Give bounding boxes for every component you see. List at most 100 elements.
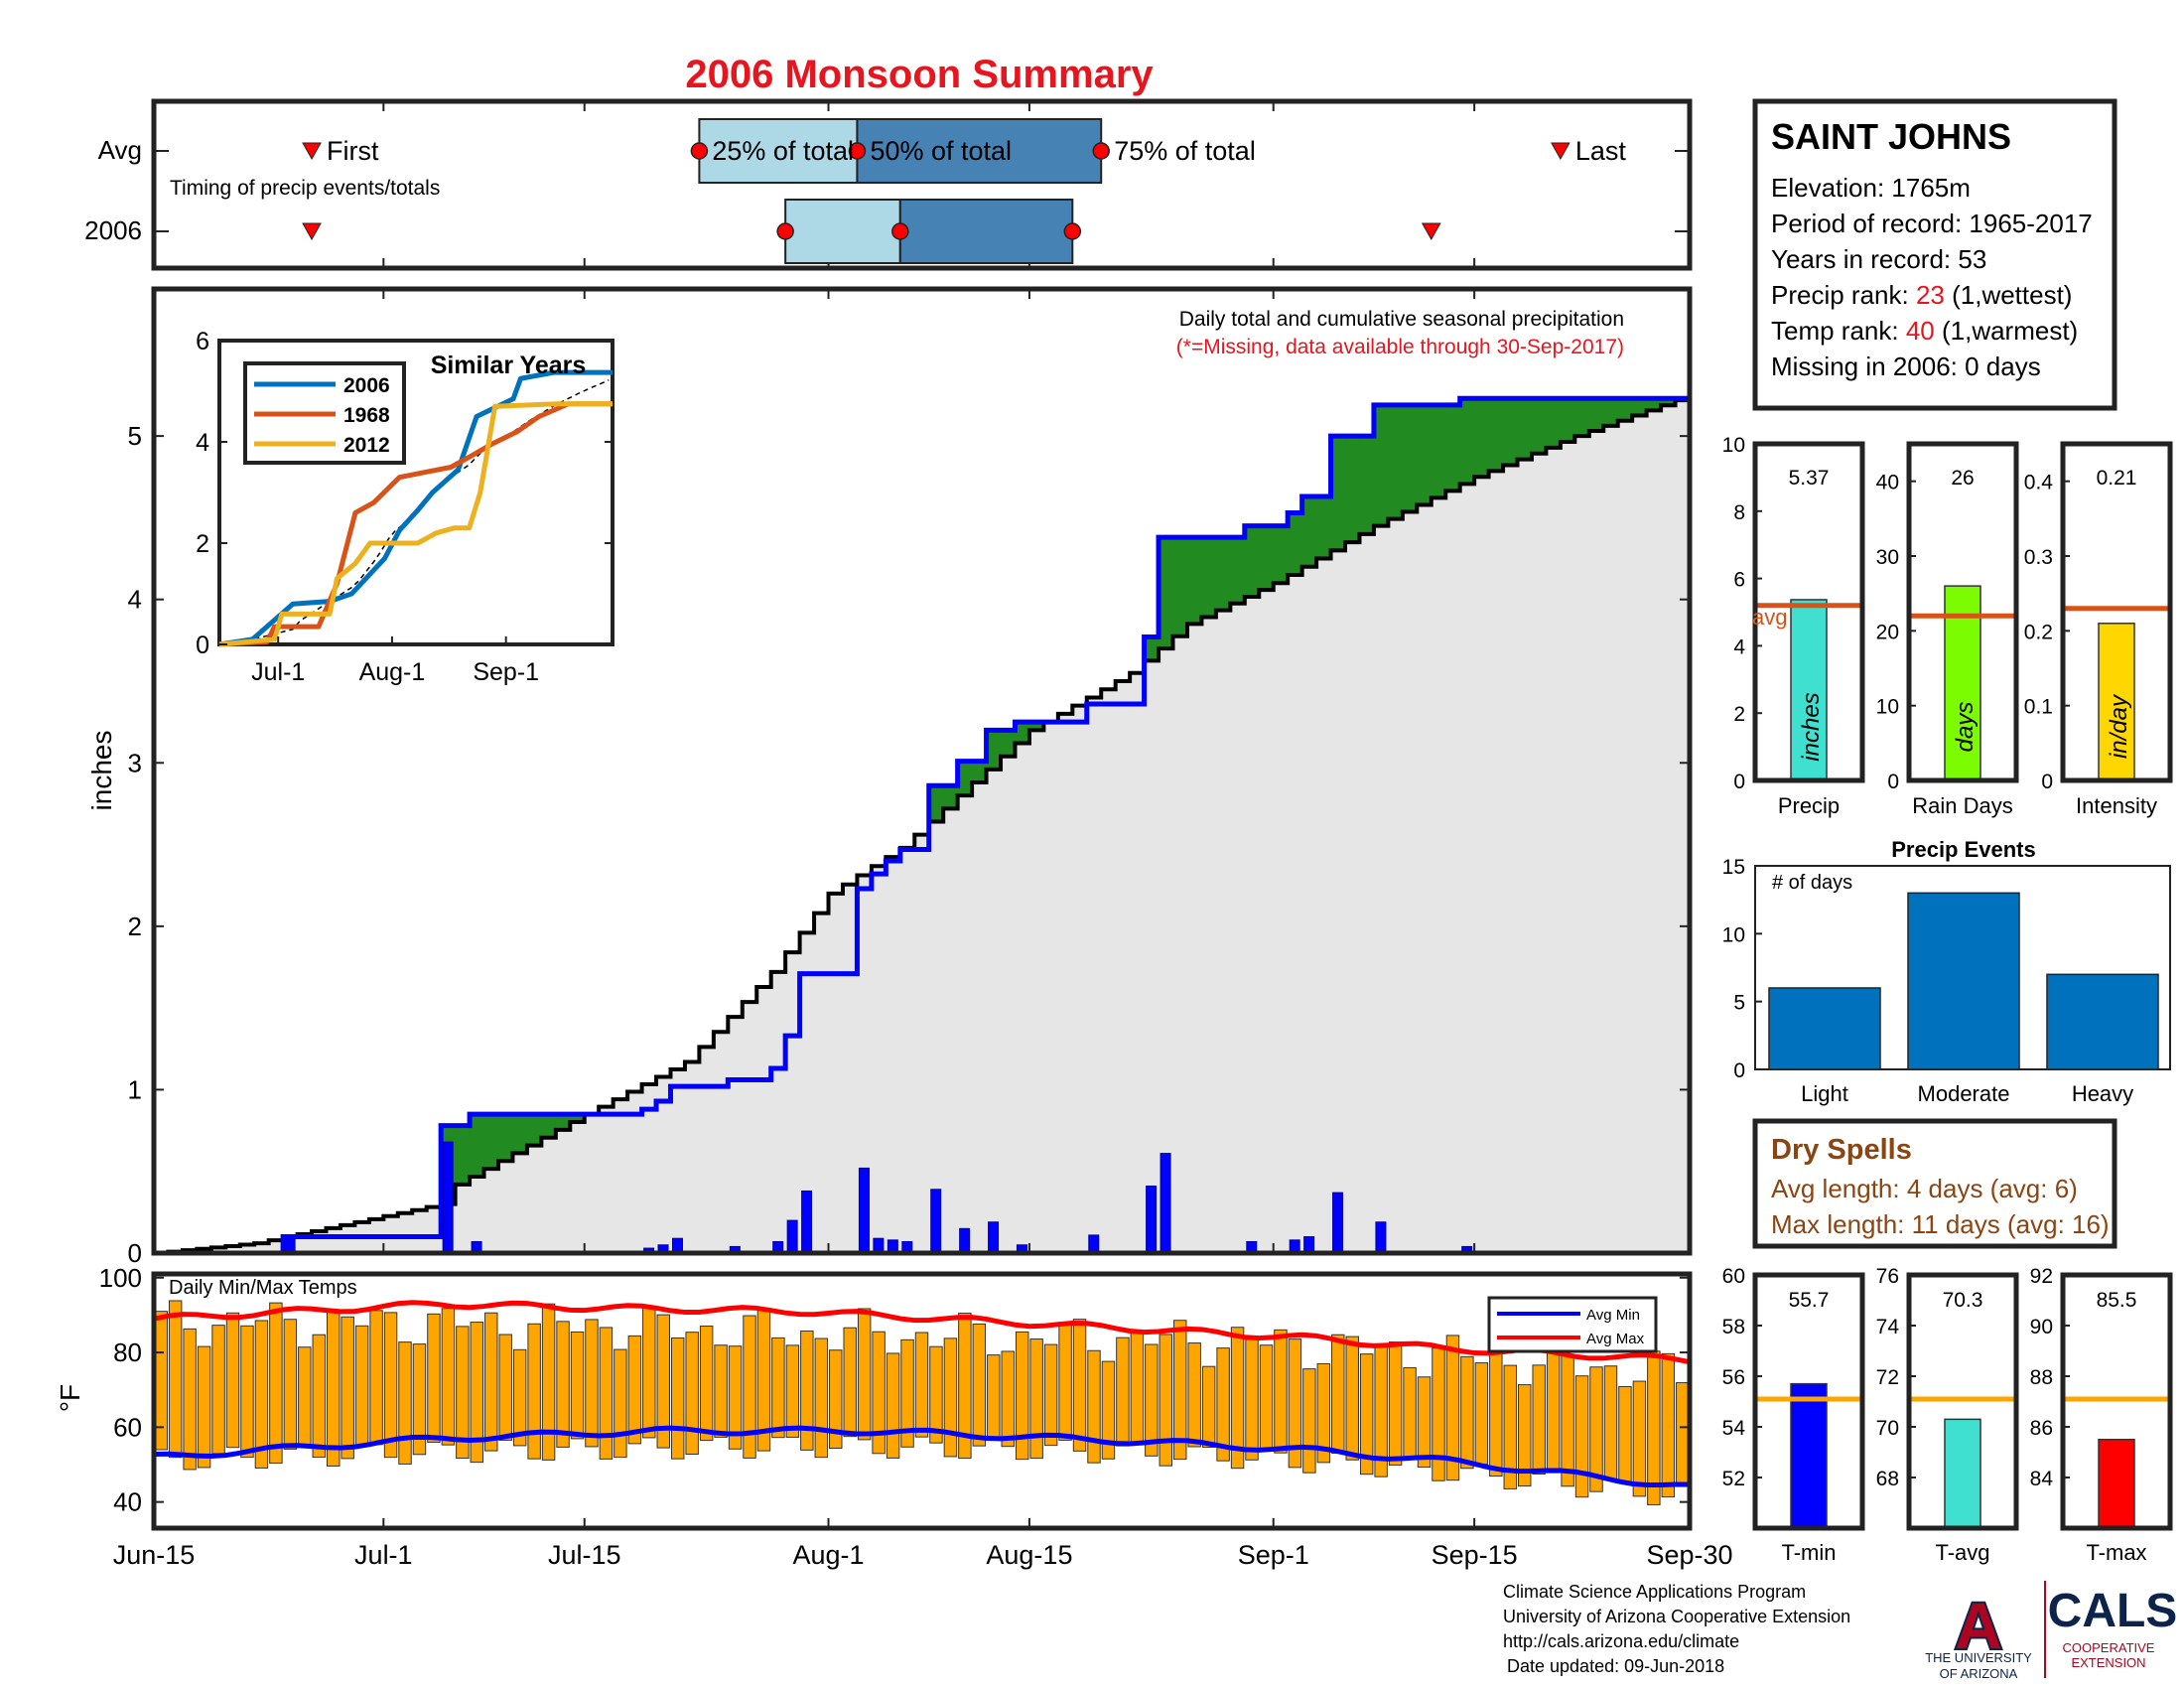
temp-range-bar: [685, 1332, 699, 1456]
inset-y-tick-label: 6: [196, 328, 209, 355]
temp-y-tick-label: 88: [2030, 1366, 2053, 1389]
similar-years-inset: 0 2 4 6 Jul-1 Aug-1 Sep-1 2006 1968 2012: [196, 328, 614, 686]
temp-y-tick-label: 54: [1722, 1417, 1746, 1440]
y-tick-label: 0: [128, 1238, 142, 1268]
small-y-tick-label: 40: [1876, 472, 1899, 494]
main-note-line2: (*=Missing, data available through 30-Se…: [1176, 336, 1624, 358]
timing-quartile-marker: [1092, 142, 1110, 160]
anomaly-fill: [526, 1114, 542, 1146]
temp-range-bar: [1159, 1334, 1173, 1467]
temp-range-bar: [1245, 1338, 1259, 1461]
events-y-tick-label: 15: [1722, 856, 1745, 879]
anomaly-fill: [512, 1114, 528, 1154]
daily-precip-bar: [988, 1221, 1000, 1254]
temp-range-bar: [1274, 1329, 1288, 1454]
temp-range-bar: [1474, 1362, 1489, 1466]
raindays-xlabel: Rain Days: [1912, 793, 2012, 818]
temp-range-bar: [1445, 1335, 1460, 1481]
small-bar-Precip: [1790, 599, 1828, 781]
temp-range-bar: [987, 1354, 1001, 1439]
x-tick-label: Sep-30: [1646, 1540, 1732, 1570]
average-area: [154, 400, 1690, 1254]
temp-range-bar: [1647, 1350, 1661, 1505]
footer-line2: University of Arizona Cooperative Extens…: [1503, 1607, 1850, 1626]
anomaly-fill: [1230, 537, 1246, 604]
main-ylabel: inches: [86, 731, 117, 811]
cals-line2: EXTENSION: [2071, 1655, 2145, 1670]
dry-spells-max: Max length: 11 days (avg: 16): [1771, 1209, 2110, 1239]
x-tick-label: Sep-15: [1432, 1540, 1518, 1570]
small-panel-frame: [1752, 441, 1865, 783]
temp-range-bar: [785, 1344, 800, 1438]
temp-range-bar: [1460, 1355, 1474, 1470]
temp-y-tick-label: 68: [1876, 1468, 1899, 1490]
anomaly-fill: [1459, 398, 1475, 485]
footer-line3: http://cals.arizona.edu/climate: [1503, 1631, 1739, 1651]
tmin-value: 55.7: [1789, 1289, 1830, 1312]
temp-range-bar: [814, 1337, 829, 1459]
events-x-label: Heavy: [2072, 1081, 2133, 1106]
small-bar-Rain Days: [1944, 585, 1981, 781]
temp-range-bar: [1359, 1353, 1374, 1476]
station-precip-rank: Precip rank: 23 (1,wettest): [1771, 280, 2072, 310]
anomaly-fill: [1503, 398, 1519, 466]
events-y-tick-label: 10: [1722, 923, 1745, 946]
temp-range-bar: [914, 1332, 929, 1438]
station-missing: Missing in 2006: 0 days: [1771, 352, 2041, 381]
temp-range-bar: [1187, 1342, 1201, 1448]
anomaly-fill: [1646, 398, 1662, 411]
temp-range-bar: [1043, 1343, 1058, 1447]
footer-line4: Date updated: 09-Jun-2018: [1507, 1656, 1724, 1676]
page-title: 2006 Monsoon Summary: [685, 53, 1154, 96]
precip-xlabel: Precip: [1778, 793, 1840, 818]
timing-quartile-marker: [848, 142, 867, 160]
temp-range-bar: [1632, 1380, 1647, 1497]
main-note-line1: Daily total and cumulative seasonal prec…: [1179, 308, 1624, 331]
temp-range-bar: [183, 1328, 197, 1471]
timing-box-25-50: [784, 199, 901, 264]
temp-range-bar: [556, 1321, 570, 1448]
temp-range-bar: [269, 1302, 283, 1465]
temp-range-bar: [670, 1336, 685, 1460]
anomaly-fill: [1488, 398, 1504, 472]
x-tick-label: Jul-1: [354, 1540, 413, 1570]
temp-range-bar: [369, 1310, 383, 1446]
temp-y-tick-label: 86: [2030, 1417, 2053, 1440]
temp-range-bar: [829, 1349, 843, 1449]
y-tick-label: 2: [128, 912, 142, 941]
small-y-tick-label: 0.1: [2024, 696, 2053, 719]
small-y-tick-label: 4: [1733, 635, 1745, 658]
temp-range-bar: [1345, 1336, 1359, 1461]
dry-spells-box: [1752, 1118, 2117, 1249]
temp-range-bar: [1201, 1365, 1216, 1448]
temp-range-bar: [1618, 1385, 1632, 1482]
temps-y-tick-label: 60: [113, 1412, 142, 1442]
temp-y-tick-label: 90: [2030, 1316, 2053, 1338]
legend-label-2012: 2012: [343, 434, 390, 457]
anomaly-fill: [1402, 404, 1418, 512]
temp-range-bar: [1058, 1322, 1072, 1441]
timing-event-marker: [1421, 222, 1441, 241]
anomaly-fill: [1603, 398, 1619, 426]
temp-range-bar: [728, 1345, 743, 1450]
timing-year-row-label: 2006: [84, 215, 142, 245]
events-y-tick-label: 5: [1733, 992, 1745, 1015]
temp-range-bar: [470, 1322, 484, 1464]
anomaly-fill: [1259, 525, 1275, 591]
anomaly-fill: [1015, 722, 1030, 744]
events-y-tick-label: 0: [1733, 1059, 1745, 1082]
temp-range-bar: [642, 1306, 656, 1439]
small-bar-Intensity: [2098, 623, 2135, 781]
station-period: Period of record: 1965-2017: [1771, 209, 2093, 238]
temp-range-bar: [929, 1345, 943, 1444]
temp-y-tick-label: 60: [1722, 1265, 1745, 1288]
temp-y-tick-label: 84: [2030, 1468, 2054, 1490]
dry-spells-title: Dry Spells: [1771, 1134, 1912, 1166]
legend-avg-max-label: Avg Max: [1586, 1331, 1645, 1347]
anomaly-fill: [1144, 636, 1160, 661]
anomaly-fill: [1359, 436, 1375, 534]
temp-range-bar: [771, 1336, 785, 1439]
tavg-xlabel: T-avg: [1935, 1540, 1989, 1565]
daily-precip-bar: [801, 1190, 813, 1254]
temp-range-bar: [1532, 1364, 1546, 1475]
